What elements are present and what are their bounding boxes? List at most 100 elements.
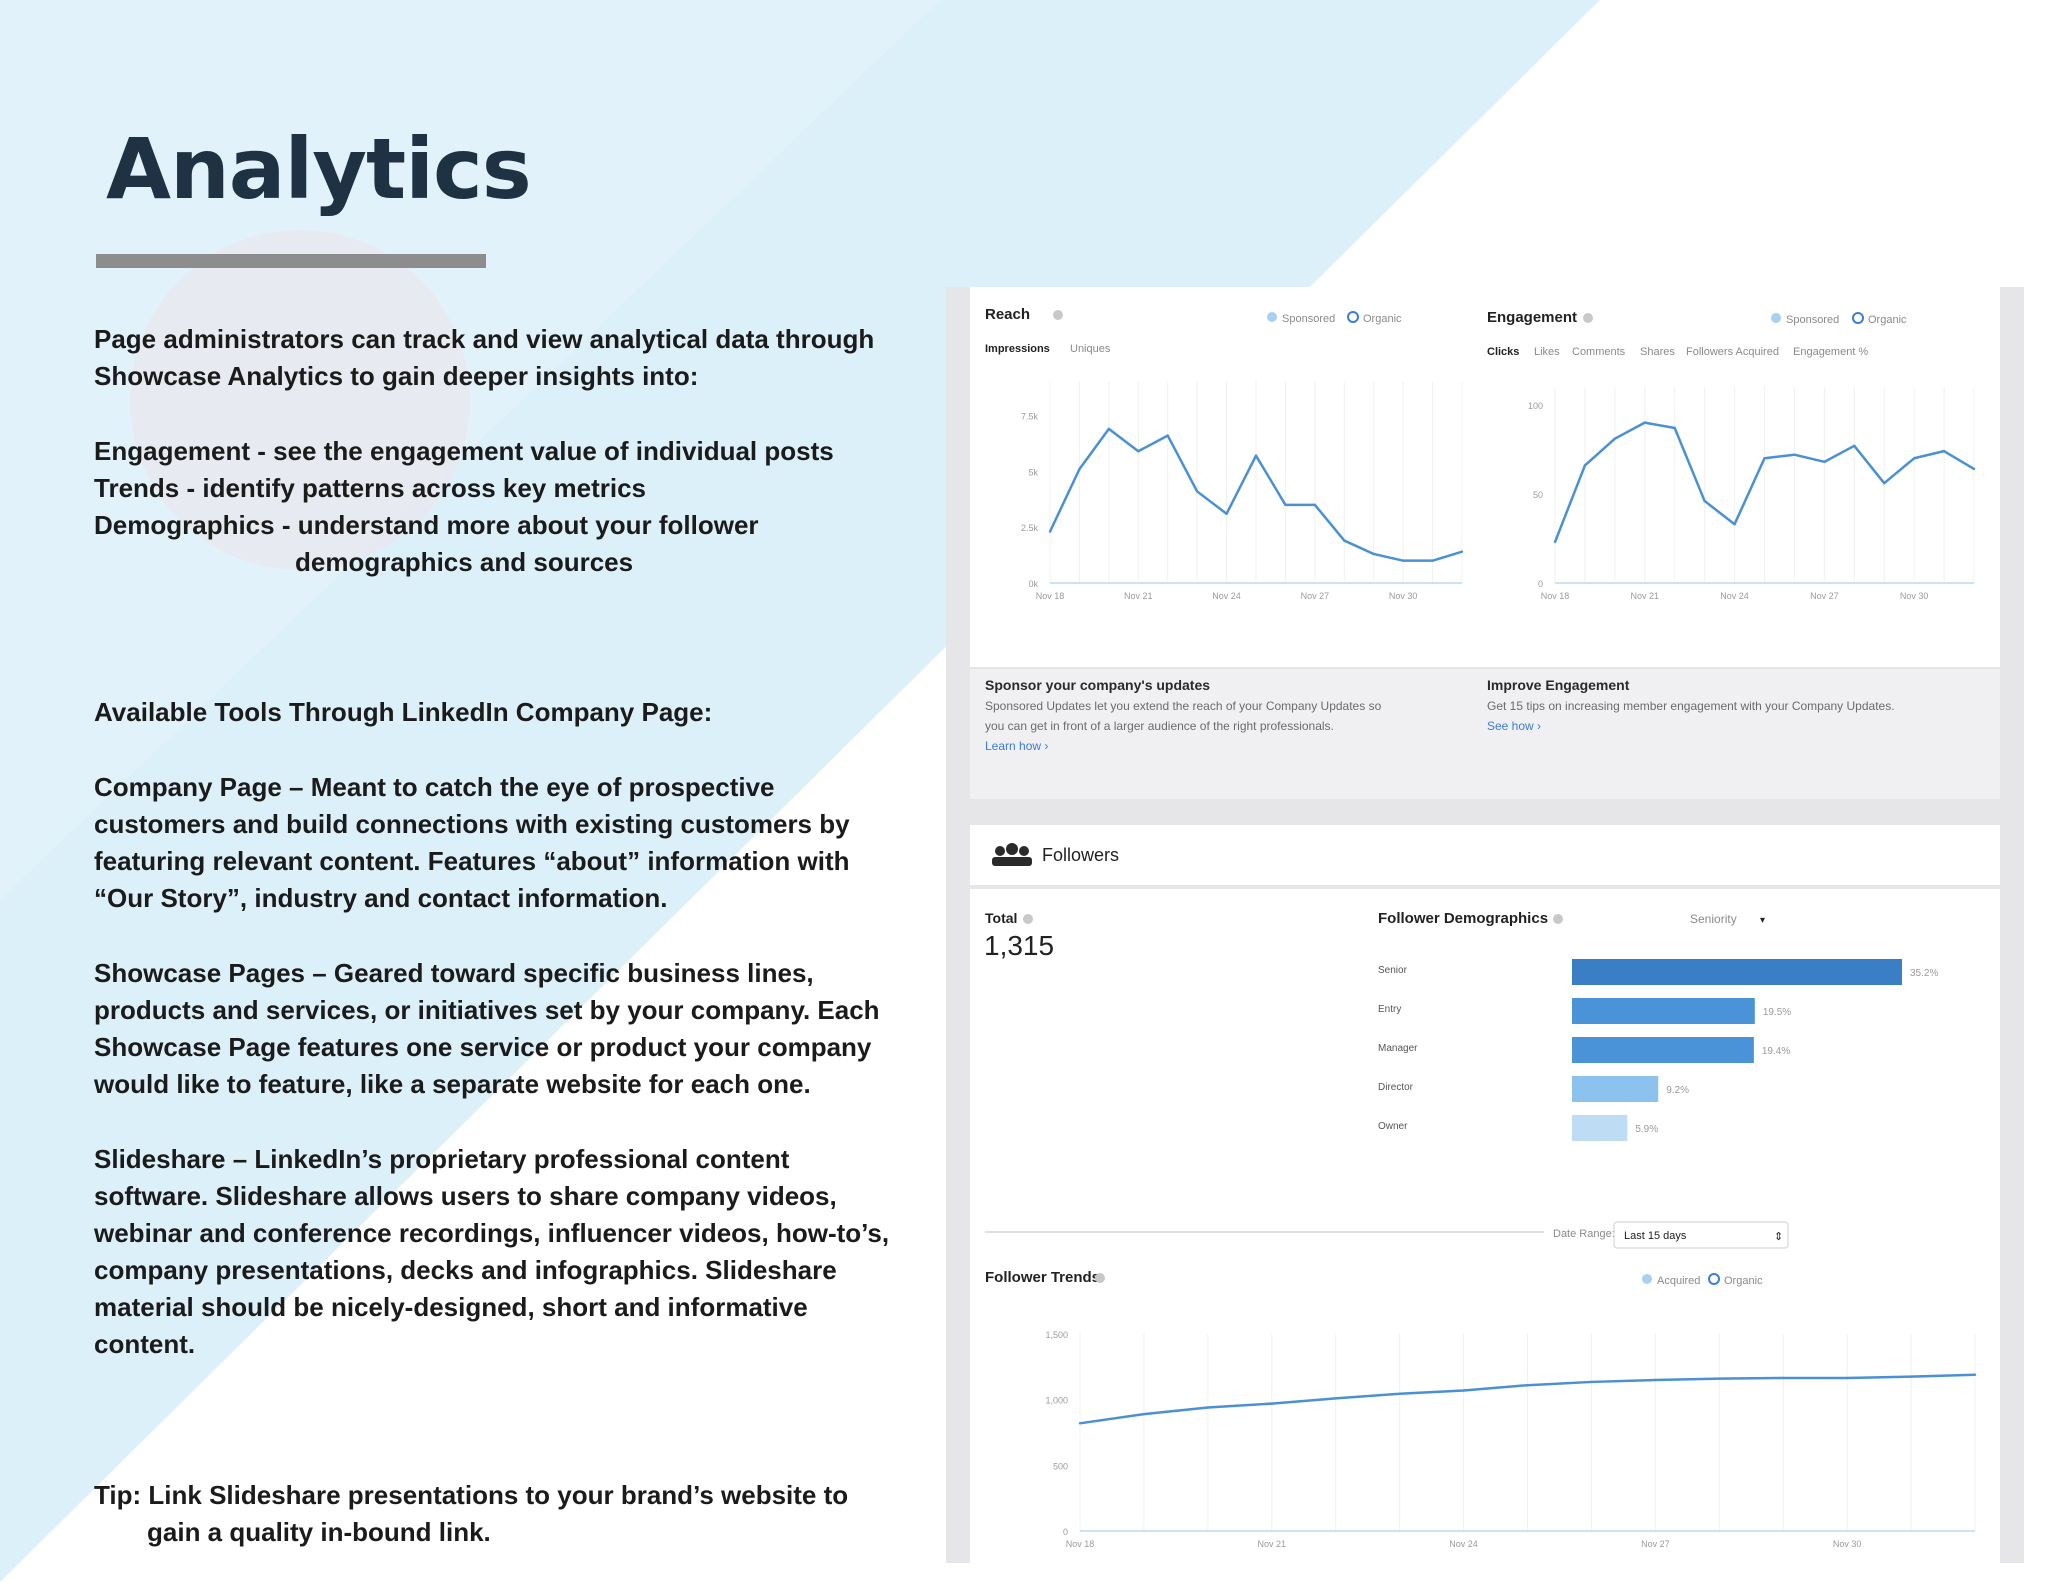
followers-charts: Total 1,315 Follower Demographics Senior… [984, 910, 1977, 1549]
data-label: 35.2% [1910, 968, 1938, 979]
tab-uniques[interactable]: Uniques [1070, 343, 1111, 355]
organic-legend-icon [1347, 311, 1359, 323]
sponsor-title: Sponsor your company's updates [985, 677, 1211, 693]
x-tick-label: Nov 18 [1036, 591, 1065, 601]
date-range-label: Date Range: [1553, 1228, 1615, 1240]
tab-engagement-percent[interactable]: Engagement % [1793, 346, 1868, 358]
data-point [1782, 1376, 1785, 1380]
y-tick-label: 0 [1063, 1527, 1068, 1537]
intro-text: Page administrators can track and view a… [94, 321, 884, 395]
data-label: 19.4% [1762, 1046, 1790, 1057]
data-point [1431, 559, 1434, 562]
data-point [1673, 426, 1676, 430]
category-label: Senior [1378, 965, 1408, 976]
info-icon [1583, 313, 1593, 323]
reach-engagement-card: Reach Sponsored Organic Impressions Uniq… [970, 287, 2000, 667]
sponsor-body: Sponsored Updates let you extend the rea… [985, 699, 1382, 713]
data-point [1909, 1375, 1913, 1378]
data-point [1372, 552, 1375, 556]
learn-how-link[interactable]: Learn how › [985, 739, 1049, 753]
x-tick-label: Nov 21 [1631, 591, 1660, 601]
data-point [1793, 453, 1796, 456]
tab-clicks[interactable]: Clicks [1487, 346, 1519, 358]
reach-engagement-charts: Reach Sponsored Organic Impressions Uniq… [985, 306, 1976, 601]
data-point [1166, 434, 1169, 437]
company-page-paragraph: Company Page – Meant to catch the eye of… [94, 772, 850, 913]
data-point [1718, 1377, 1721, 1380]
x-tick-label: Nov 30 [1900, 591, 1929, 601]
info-icon [1095, 1273, 1105, 1283]
reach-title: Reach [985, 306, 1030, 323]
tab-shares[interactable]: Shares [1640, 346, 1675, 358]
data-point [1107, 427, 1111, 431]
engagement-title: Engagement [1487, 309, 1577, 326]
data-point [1343, 539, 1346, 542]
x-tick-label: Nov 27 [1301, 591, 1330, 601]
legend-label: Sponsored [1282, 313, 1335, 325]
x-tick-label: Nov 27 [1810, 591, 1839, 601]
tip-line: gain a quality in-bound link. [147, 1517, 491, 1547]
followers-title: Followers [1042, 845, 1119, 865]
insights-list: Engagement - see the engagement value of… [94, 433, 884, 581]
chevron-down-icon[interactable]: ▾ [1760, 915, 1765, 926]
date-range-select[interactable] [1613, 1221, 1789, 1249]
x-tick-label: Nov 30 [1389, 591, 1418, 601]
data-point [1590, 1380, 1593, 1384]
legend-label: Acquired [1657, 1275, 1700, 1287]
trends-title: Follower Trends [985, 1269, 1100, 1286]
data-point [1553, 540, 1557, 544]
x-tick-label: Nov 30 [1833, 1539, 1862, 1549]
data-point [1823, 460, 1826, 464]
data-point [1206, 1406, 1210, 1409]
info-icon [1023, 914, 1033, 924]
data-point [1225, 512, 1228, 515]
data-point [1973, 1373, 1977, 1376]
data-label: 5.9% [1635, 1124, 1658, 1135]
data-point [1137, 450, 1140, 453]
y-tick-label: 1,000 [1045, 1396, 1068, 1406]
list-item-continuation: demographics and sources [295, 547, 634, 577]
stepper-icon: ⇕ [1774, 1231, 1783, 1243]
total-label: Total [985, 910, 1017, 926]
data-point [1526, 1384, 1529, 1387]
data-point [1883, 482, 1886, 485]
data-point [1270, 1402, 1273, 1405]
data-point [1654, 1378, 1657, 1382]
x-tick-label: Nov 24 [1449, 1539, 1478, 1549]
data-point [1972, 467, 1976, 471]
improve-title: Improve Engagement [1487, 677, 1630, 693]
tab-likes[interactable]: Likes [1534, 346, 1560, 358]
tab-impressions[interactable]: Impressions [985, 343, 1050, 355]
data-point [1142, 1412, 1146, 1416]
category-label: Manager [1378, 1043, 1418, 1054]
bar [1572, 1037, 1754, 1063]
y-tick-label: 0k [1028, 579, 1038, 589]
sponsor-tip: Sponsor your company's updates Sponsored… [985, 675, 1455, 756]
tab-comments[interactable]: Comments [1572, 346, 1626, 358]
tab-followers-acquired[interactable]: Followers Acquired [1686, 346, 1779, 358]
improve-body: Get 15 tips on increasing member engagem… [1487, 699, 1895, 713]
y-tick-label: 5k [1028, 467, 1038, 477]
see-how-link[interactable]: See how › [1487, 719, 1542, 733]
title-underline [96, 254, 486, 268]
organic-legend-icon [1708, 1273, 1720, 1285]
y-tick-label: 100 [1528, 401, 1543, 411]
data-point [1613, 437, 1617, 440]
data-point [1284, 503, 1287, 507]
category-label: Director [1378, 1082, 1414, 1093]
data-label: 9.2% [1666, 1085, 1689, 1096]
legend-label: Organic [1868, 314, 1907, 326]
demographics-title: Follower Demographics [1378, 910, 1548, 927]
data-point [1460, 550, 1464, 553]
category-label: Entry [1378, 1004, 1401, 1015]
data-point [1912, 457, 1916, 460]
demographics-chart: Senior 35.2% Entry 19.5% Manager 19.4% Directo… [1378, 959, 1938, 1141]
x-tick-label: Nov 24 [1212, 591, 1241, 601]
total-value: 1,315 [984, 930, 1054, 961]
tip-text: Tip: Link Slideshare presentations to yo… [94, 1477, 884, 1551]
info-icon [1053, 310, 1063, 320]
data-point [1048, 530, 1052, 533]
seniority-select[interactable]: Seniority [1690, 912, 1737, 926]
data-point [1763, 457, 1766, 460]
y-tick-label: 50 [1533, 490, 1543, 500]
